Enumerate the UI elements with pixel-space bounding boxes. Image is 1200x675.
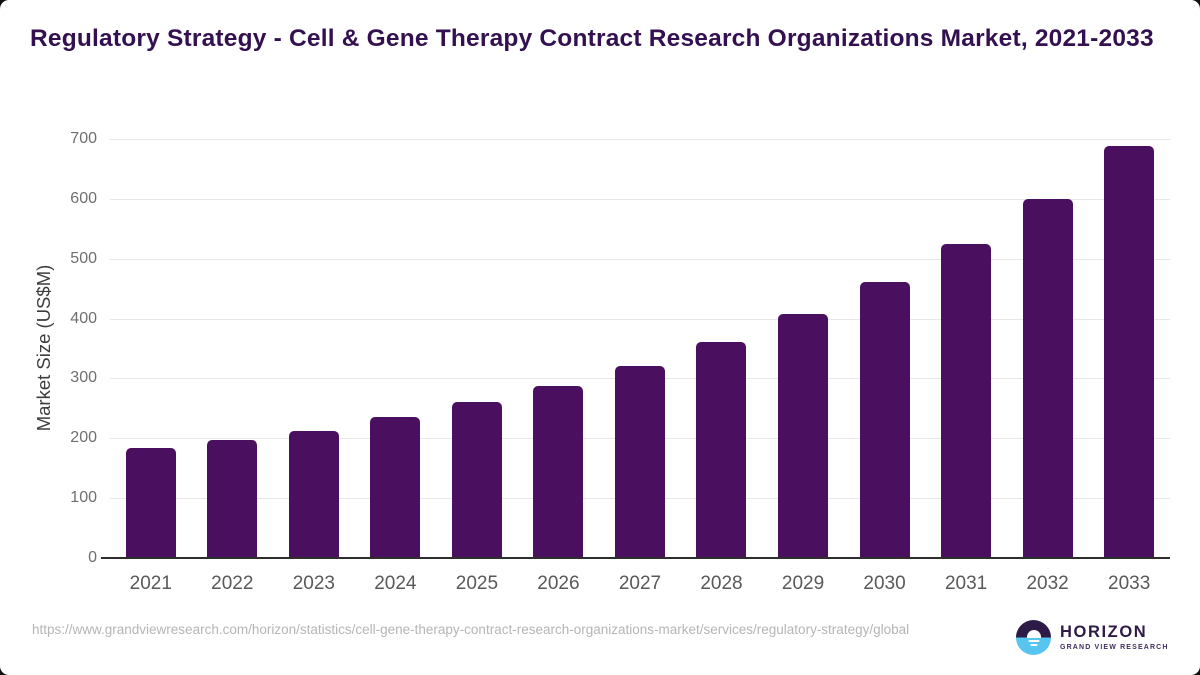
x-axis-tick-label: 2028	[700, 573, 743, 594]
bar-2027	[614, 365, 665, 558]
y-axis-tick-labels: 0 100 200 300 400 500 600 700	[0, 130, 97, 566]
bar-slot: 2032	[1007, 139, 1089, 594]
y-axis-tick-label: 300	[70, 369, 97, 387]
x-axis-line	[101, 557, 1170, 559]
logo-text: HORIZON GRAND VIEW RESEARCH	[1060, 623, 1169, 652]
y-axis-tick-label: 200	[70, 429, 97, 447]
source-url: https://www.grandviewresearch.com/horizo…	[32, 622, 910, 637]
y-axis-tick-label: 700	[70, 130, 97, 147]
y-axis-tick-label: 0	[88, 549, 97, 566]
bar-2032	[1022, 198, 1073, 558]
horizon-logo: HORIZON GRAND VIEW RESEARCH	[1016, 620, 1169, 655]
bar-2023	[288, 430, 339, 558]
chart-title: Regulatory Strategy - Cell & Gene Therap…	[30, 25, 1154, 52]
bar-slot: 2024	[355, 139, 437, 594]
bar-series: 2021 2022 2023 2024 2025 2026 2027 2028 2029 2030…	[110, 139, 1170, 594]
bar-slot: 2031	[925, 139, 1007, 594]
x-axis-tick-label: 2021	[129, 573, 172, 594]
bar-2024	[370, 417, 421, 558]
gridline	[110, 258, 1170, 260]
bar-slot: 2029	[762, 139, 844, 594]
y-axis-tick-label: 500	[70, 249, 97, 267]
bar-2031	[941, 244, 992, 558]
bar-slot: 2026	[518, 139, 600, 594]
gridline	[110, 318, 1170, 320]
x-axis-tick-label: 2029	[781, 573, 825, 594]
bar-slot: 2033	[1088, 139, 1170, 594]
plot-area: 2021 2022 2023 2024 2025 2026 2027 2028 2029 2030…	[110, 139, 1170, 594]
x-axis-tick-label: 2026	[537, 573, 580, 594]
sunrise-icon	[1026, 630, 1041, 638]
sun-reflection-line	[1028, 639, 1039, 642]
bar-slot: 2030	[844, 139, 926, 594]
bar-slot: 2027	[599, 139, 681, 594]
x-axis-tick-label: 2024	[374, 573, 417, 594]
bar-slot: 2028	[681, 139, 763, 594]
bar-slot: 2022	[192, 139, 274, 594]
x-axis-tick-label: 2022	[211, 573, 254, 594]
x-axis-tick-label: 2031	[944, 573, 988, 594]
gridline	[110, 198, 1170, 200]
bar-2021	[125, 448, 176, 558]
logo-brand-name: HORIZON	[1060, 623, 1148, 641]
x-axis-tick-label: 2032	[1026, 573, 1069, 594]
y-axis-tick-label: 100	[70, 489, 97, 507]
bar-2029	[778, 313, 829, 558]
bar-2022	[207, 440, 258, 558]
bar-2028	[696, 341, 747, 558]
bar-slot: 2023	[273, 139, 355, 594]
bar-2033	[1104, 146, 1155, 558]
y-axis-tick-label: 600	[70, 189, 97, 207]
y-axis-tick-label: 400	[70, 309, 97, 327]
x-axis-tick-label: 2027	[618, 573, 662, 594]
x-axis-tick-label: 2033	[1108, 573, 1151, 594]
bar-2026	[533, 385, 584, 558]
bar-2030	[859, 282, 910, 558]
bar-slot: 2021	[110, 139, 192, 594]
x-axis-tick-label: 2030	[863, 573, 906, 594]
logo-sub-brand: GRAND VIEW RESEARCH	[1060, 644, 1169, 651]
sun-reflection-line	[1030, 643, 1037, 646]
x-axis-tick-label: 2023	[292, 573, 335, 594]
gridline	[110, 139, 1170, 140]
bar-slot: 2025	[436, 139, 518, 594]
horizon-logo-icon	[1016, 620, 1051, 655]
x-axis-tick-label: 2025	[455, 573, 499, 594]
bar-2025	[451, 402, 502, 558]
